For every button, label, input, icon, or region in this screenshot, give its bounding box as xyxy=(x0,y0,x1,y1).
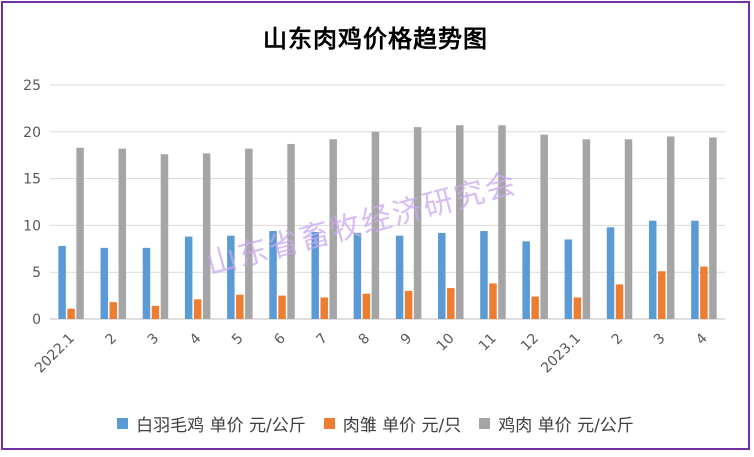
x-tick-label: 11 xyxy=(476,331,500,355)
chart-frame: 山东肉鸡价格趋势图 0 5 10 15 20 25 2022.1 2 3 4 5 6 7 8 9 10 11 12… xyxy=(1,1,750,450)
x-tick-label: 12 xyxy=(518,331,542,355)
bar xyxy=(151,305,160,319)
legend-swatch xyxy=(479,418,491,429)
y-tick-label: 10 xyxy=(23,218,41,234)
legend-label: 白羽毛鸡 单价 元/公斤 xyxy=(136,416,306,436)
legend-swatch xyxy=(117,418,129,429)
bar xyxy=(320,297,328,319)
bar xyxy=(142,247,151,319)
x-tick-label: 5 xyxy=(229,331,247,349)
bar xyxy=(691,220,699,319)
legend-item: 白羽毛鸡 单价 元/公斤 xyxy=(117,411,306,436)
legend-label: 鸡肉 单价 元/公斤 xyxy=(498,416,634,436)
bar xyxy=(709,137,717,319)
bar xyxy=(236,294,244,319)
bar xyxy=(287,143,295,319)
bar xyxy=(498,125,506,319)
bar xyxy=(118,148,127,319)
bar xyxy=(489,283,497,319)
x-tick-label: 2023.1 xyxy=(538,331,584,377)
legend-item: 鸡肉 单价 元/公斤 xyxy=(479,411,634,436)
bar xyxy=(522,241,530,319)
bar xyxy=(413,127,422,320)
x-tick-label: 7 xyxy=(313,331,331,349)
x-tick-label: 9 xyxy=(398,331,416,349)
bar xyxy=(582,139,591,319)
bar xyxy=(456,125,464,319)
bar xyxy=(76,147,84,319)
bar xyxy=(624,139,633,319)
bar xyxy=(700,266,708,319)
bar xyxy=(269,231,277,319)
bar xyxy=(329,139,337,319)
x-tick-label: 6 xyxy=(271,330,289,348)
bar xyxy=(540,134,548,319)
x-tick-label: 3 xyxy=(651,331,669,349)
bar xyxy=(278,295,286,319)
x-tick-label: 3 xyxy=(145,331,163,349)
bar xyxy=(227,235,235,319)
bar xyxy=(371,131,380,319)
bar xyxy=(615,284,624,319)
bar xyxy=(100,247,109,319)
bar xyxy=(160,154,169,319)
x-tick-label: 8 xyxy=(356,331,374,349)
bar xyxy=(184,236,193,319)
legend-item: 肉雏 单价 元/只 xyxy=(323,411,462,436)
bar xyxy=(606,227,615,319)
bar xyxy=(573,297,582,319)
y-tick-label: 20 xyxy=(23,125,41,141)
bar xyxy=(531,296,539,319)
x-tick-label: 10 xyxy=(434,331,458,355)
bar xyxy=(480,231,488,319)
y-tick-label: 5 xyxy=(32,265,41,281)
bar xyxy=(438,232,446,319)
x-tick-label: 2 xyxy=(609,331,627,349)
chart-title: 山东肉鸡价格趋势图 xyxy=(263,25,488,53)
legend: 白羽毛鸡 单价 元/公斤 肉雏 单价 元/只 鸡肉 单价 元/公斤 xyxy=(3,411,748,436)
x-tick-label: 4 xyxy=(693,330,711,348)
bar xyxy=(447,288,455,319)
bar xyxy=(245,148,253,319)
bar xyxy=(311,231,319,319)
y-tick-label: 25 xyxy=(23,78,41,94)
bar xyxy=(395,235,404,319)
bar xyxy=(193,299,202,319)
legend-label: 肉雏 单价 元/只 xyxy=(342,416,462,436)
bar xyxy=(109,302,118,319)
y-tick-label: 0 xyxy=(32,312,41,328)
bar xyxy=(362,293,371,319)
bar xyxy=(58,245,66,319)
bar xyxy=(67,308,75,319)
bar xyxy=(666,136,675,319)
x-tick-label: 4 xyxy=(187,330,205,348)
bar xyxy=(404,290,413,319)
bar xyxy=(353,232,362,319)
x-tick-label: 2 xyxy=(102,331,120,349)
bar xyxy=(202,153,211,319)
x-tick-label: 2022.1 xyxy=(32,331,78,377)
legend-swatch xyxy=(323,418,335,429)
bar xyxy=(648,220,657,319)
y-tick-label: 15 xyxy=(23,172,41,188)
bar xyxy=(657,271,666,319)
bar xyxy=(564,239,573,319)
